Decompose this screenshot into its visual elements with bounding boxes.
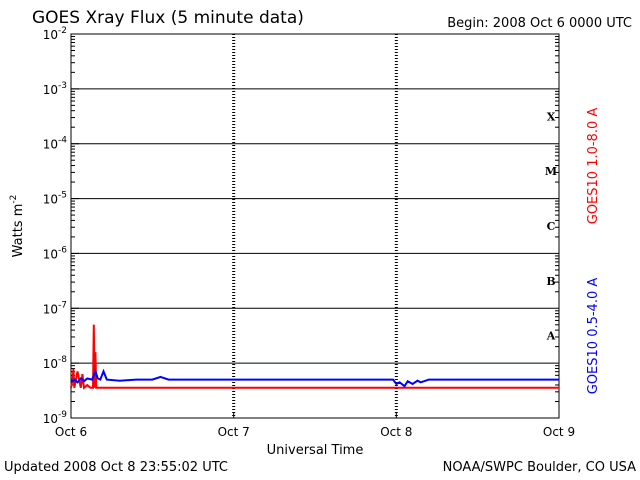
y-tick-label: 10-8: [43, 355, 68, 371]
series-name-label: GOES10 0.5-4.0 A: [586, 278, 601, 395]
series-name-label: GOES10 1.0-8.0 A: [586, 108, 601, 225]
x-tick-label: Oct 6: [55, 425, 87, 439]
plot-frame: [70, 33, 560, 419]
x-tick-label: Oct 7: [218, 425, 250, 439]
y-tick-label: 10-7: [43, 300, 67, 316]
credit-text: NOAA/SWPC Boulder, CO USA: [442, 460, 636, 475]
chart-title: GOES Xray Flux (5 minute data): [32, 8, 304, 28]
x-axis-title: Universal Time: [267, 443, 364, 458]
x-tick-label: Oct 9: [543, 425, 575, 439]
flare-class-label: A: [546, 330, 556, 343]
flare-class-label: M: [545, 165, 557, 178]
series-line-long-wavelength: [70, 324, 559, 390]
series-line-short-wavelength: [70, 368, 559, 388]
flare-class-label: C: [547, 220, 556, 233]
flare-class-label: B: [546, 275, 555, 288]
y-tick-label: 10-3: [43, 81, 67, 97]
y-tick-label: 10-2: [43, 26, 67, 42]
x-tick-label: Oct 8: [380, 425, 412, 439]
updated-timestamp: Updated 2008 Oct 8 23:55:02 UTC: [4, 460, 228, 475]
y-tick-label: 10-4: [43, 136, 68, 152]
y-tick-label: 10-6: [43, 245, 68, 261]
y-tick-label: 10-9: [43, 410, 68, 426]
y-tick-label: 10-5: [43, 191, 67, 207]
flare-class-label: X: [547, 110, 556, 123]
y-axis-title: Watts m-2: [9, 195, 26, 258]
begin-timestamp: Begin: 2008 Oct 6 0000 UTC: [447, 16, 632, 31]
